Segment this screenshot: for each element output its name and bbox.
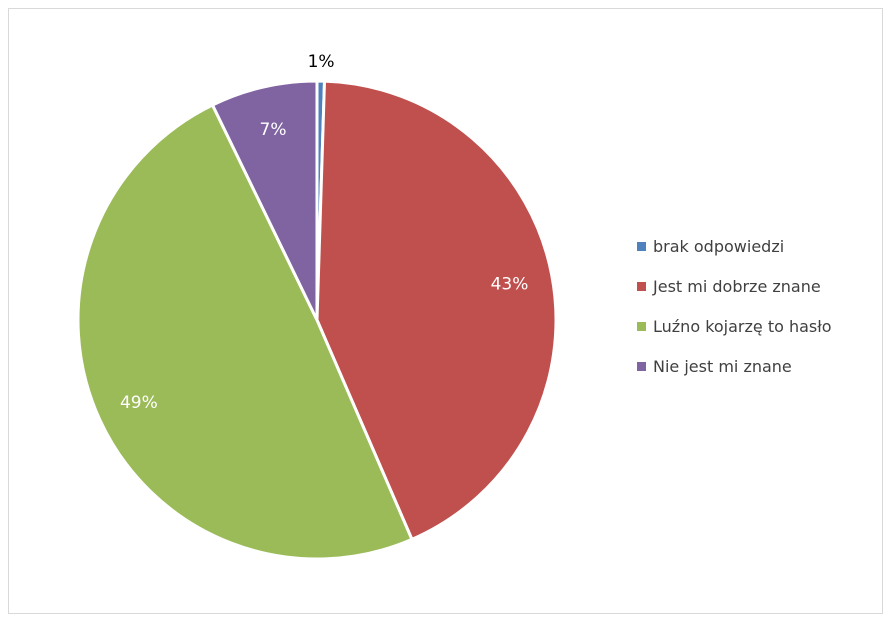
data-label-3: 7% xyxy=(260,120,287,140)
pie-slice-2 xyxy=(76,103,414,561)
legend-label: Jest mi dobrze znane xyxy=(653,276,821,296)
legend-swatch xyxy=(637,281,646,291)
legend-swatch xyxy=(637,241,646,251)
legend-item-nie-jest-mi-znane: Nie jest mi znane xyxy=(637,356,832,376)
legend-swatch xyxy=(637,361,646,371)
pie-slice-1 xyxy=(315,79,558,542)
legend-item-brak-odpowiedzi: brak odpowiedzi xyxy=(637,236,832,256)
legend-label: Nie jest mi znane xyxy=(653,356,792,376)
legend-label: brak odpowiedzi xyxy=(653,236,785,256)
legend-item-luzno-kojarze: Luźno kojarzę to hasło xyxy=(637,316,832,336)
pie-slice-3 xyxy=(210,79,319,321)
data-label-0: 1% xyxy=(308,52,335,72)
data-label-1: 43% xyxy=(491,274,529,294)
data-label-2: 49% xyxy=(120,393,158,413)
chart-legend: brak odpowiedzi Jest mi dobrze znane Luź… xyxy=(637,237,832,397)
legend-item-jest-mi-dobrze-znane: Jest mi dobrze znane xyxy=(637,276,832,296)
legend-swatch xyxy=(637,321,646,331)
legend-label: Luźno kojarzę to hasło xyxy=(653,316,832,336)
